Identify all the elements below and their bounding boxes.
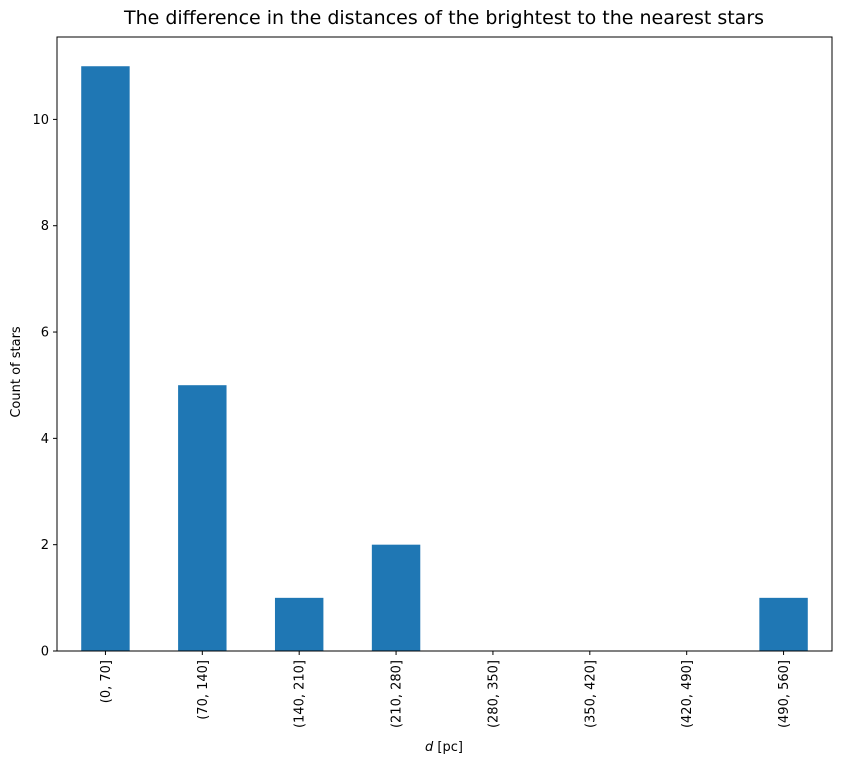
chart-title: The difference in the distances of the b… [123, 7, 764, 29]
y-tick-label-2: 4 [41, 432, 49, 447]
x-axis-variable: d [425, 740, 434, 755]
x-tick-label-6: (420, 490] [680, 660, 695, 728]
y-tick-label-1: 2 [41, 538, 49, 553]
x-tick-label-3: (210, 280] [390, 660, 405, 728]
y-tick-label-5: 10 [32, 113, 49, 128]
y-axis-label: Count of stars [9, 326, 24, 418]
x-tick-label-5: (350, 420] [583, 660, 598, 728]
y-tick-label-3: 6 [41, 326, 49, 341]
bar-7 [759, 597, 808, 651]
x-tick-label-7: (490, 560] [777, 660, 792, 728]
bar-0 [81, 66, 130, 651]
y-tick-label-0: 0 [41, 645, 49, 660]
y-tick-label-4: 8 [41, 219, 49, 234]
plot-frame [56, 36, 833, 652]
x-axis-unit: [pc] [433, 740, 463, 755]
x-axis-label: d [pc] [425, 740, 463, 755]
plot-area: 0 2 4 6 8 10 (0, 70] (70, 140] (140, 210] (210, 2… [32, 36, 833, 728]
bar-1 [178, 385, 227, 651]
x-tick-label-4: (280, 350] [486, 660, 501, 728]
x-tick-label-0: (0, 70] [99, 660, 114, 703]
bar-3 [371, 544, 421, 651]
x-tick-label-2: (140, 210] [293, 660, 308, 728]
x-tick-label-1: (70, 140] [196, 660, 211, 720]
bar-2 [274, 597, 324, 651]
